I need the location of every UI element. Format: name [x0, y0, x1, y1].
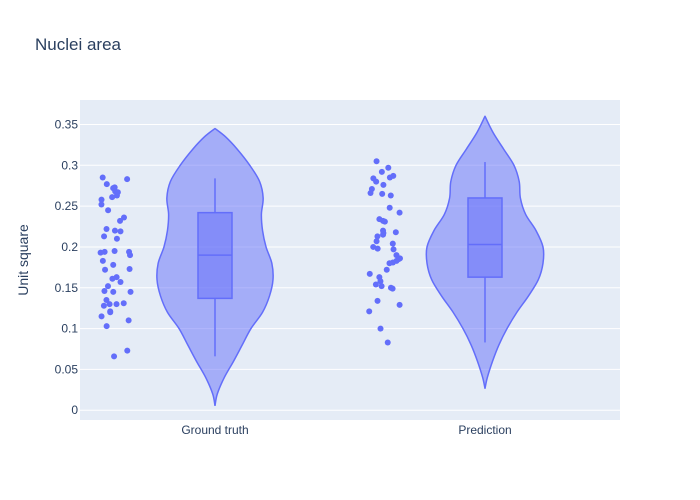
data-point: [99, 257, 106, 264]
data-point: [117, 279, 124, 286]
data-point: [103, 297, 110, 303]
x-tick-label: Prediction: [458, 423, 511, 437]
data-point: [121, 214, 127, 221]
x-axis-ticks: Ground truth Prediction: [181, 423, 511, 437]
y-axis-ticks: 0 0.05 0.1 0.15 0.2 0.25 0.3 0.35: [55, 117, 79, 417]
data-point: [389, 240, 396, 247]
x-tick-label: Ground truth: [181, 423, 248, 437]
data-point: [97, 249, 104, 256]
data-point: [396, 301, 403, 308]
data-point: [113, 274, 120, 281]
data-point: [374, 297, 381, 304]
violins: [97, 115, 545, 407]
data-point: [390, 246, 397, 253]
data-point: [101, 233, 108, 240]
y-tick-label: 0: [71, 403, 78, 417]
y-tick-label: 0.2: [61, 240, 78, 254]
data-point: [125, 317, 132, 324]
data-point: [106, 301, 113, 308]
data-point: [366, 308, 373, 315]
data-point: [373, 158, 380, 165]
data-point: [113, 235, 120, 242]
data-point: [384, 339, 391, 346]
y-tick-label: 0.1: [61, 322, 78, 336]
data-point: [109, 194, 116, 201]
data-point: [383, 266, 390, 273]
data-point: [103, 225, 110, 232]
data-point: [107, 308, 114, 315]
data-point: [389, 285, 396, 292]
data-point: [117, 217, 124, 224]
data-point: [100, 302, 107, 309]
data-point: [103, 323, 110, 330]
data-point: [126, 265, 133, 272]
data-point: [367, 190, 374, 197]
data-point: [124, 347, 131, 354]
data-point: [378, 168, 385, 175]
data-point: [111, 353, 118, 360]
data-point: [99, 174, 106, 181]
data-point: [105, 207, 112, 214]
violin-group: [97, 127, 274, 407]
data-point: [127, 252, 134, 259]
data-point: [373, 238, 380, 245]
data-point: [110, 261, 117, 268]
data-point: [117, 228, 124, 235]
data-point: [377, 278, 384, 285]
data-point: [98, 196, 105, 203]
data-point: [101, 288, 108, 295]
box: [467, 197, 503, 278]
data-point: [111, 248, 118, 255]
data-point: [374, 233, 381, 240]
data-point: [366, 270, 373, 277]
data-point: [392, 229, 399, 236]
data-point: [386, 260, 393, 267]
data-point: [396, 209, 403, 216]
y-axis-title: Unit square: [15, 224, 31, 296]
y-tick-label: 0.25: [55, 199, 79, 213]
data-point: [373, 178, 380, 185]
data-point: [127, 288, 134, 295]
y-tick-label: 0.3: [61, 158, 78, 172]
data-point: [379, 190, 386, 197]
data-point: [104, 283, 111, 290]
data-point: [98, 313, 105, 320]
data-point: [102, 266, 109, 273]
data-point: [114, 189, 121, 196]
y-tick-label: 0.05: [55, 362, 79, 376]
data-point: [113, 301, 120, 308]
data-point: [380, 231, 387, 238]
data-point: [385, 164, 392, 171]
data-point: [386, 204, 393, 211]
data-point: [103, 181, 110, 188]
data-point: [110, 288, 117, 295]
violin-group: [366, 115, 545, 389]
data-point: [124, 176, 131, 183]
y-tick-label: 0.35: [55, 117, 79, 131]
data-point: [386, 174, 393, 181]
data-point: [378, 283, 385, 290]
data-point: [372, 281, 379, 288]
data-point: [380, 181, 387, 188]
data-point: [374, 245, 381, 252]
data-point: [377, 325, 384, 332]
y-tick-label: 0.15: [55, 281, 79, 295]
data-point: [111, 227, 118, 234]
data-point: [381, 218, 388, 225]
data-point: [387, 192, 394, 199]
data-point: [120, 300, 127, 307]
data-point: [98, 201, 105, 208]
chart-title: Nuclei area: [35, 35, 122, 54]
